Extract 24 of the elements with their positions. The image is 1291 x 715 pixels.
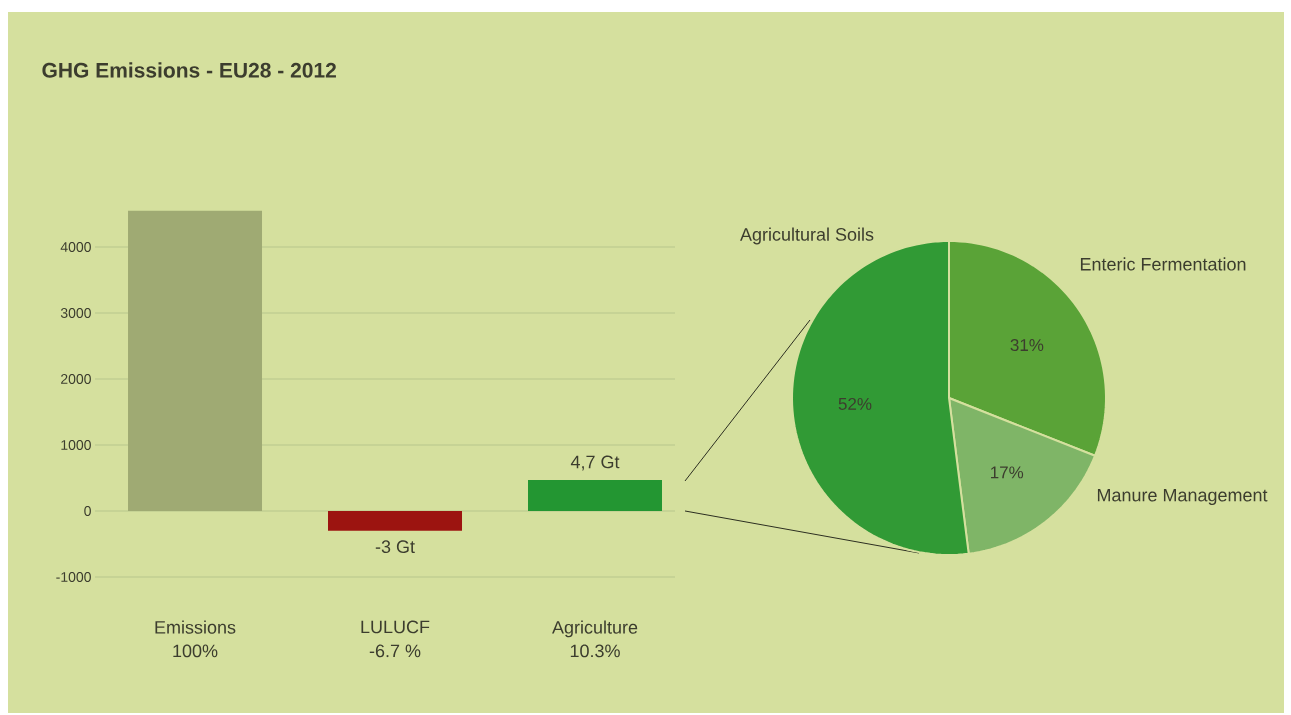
y-tick-label: -1000 (56, 572, 91, 582)
y-tick-label: 1000 (61, 440, 91, 450)
y-tick-label: 3000 (60, 308, 91, 318)
bar (528, 479, 663, 511)
x-tick-label: LULUCF (361, 620, 430, 634)
data-label: 31% (1010, 339, 1044, 352)
chart-title: GHG Emissions - EU28 - 2012 (42, 62, 336, 78)
x-tick-label: Agriculture (552, 620, 638, 638)
bar (128, 210, 263, 511)
slice-label: Enteric Fermentation (1080, 257, 1246, 271)
text: 10.3% (570, 644, 620, 658)
y-tick-label: 2000 (61, 374, 91, 384)
y-tick-label: 0 (84, 506, 91, 516)
slice-label: Agricultural Soils (740, 227, 874, 245)
x-tick-label: Emissions (155, 620, 236, 634)
annotation: -3 Gt (375, 540, 415, 554)
bar (328, 510, 463, 531)
data-label: 17% (991, 466, 1024, 479)
text: 100% (173, 644, 218, 658)
slice-label: Manure Management (1097, 488, 1268, 506)
text: -6.7 % (369, 644, 421, 658)
annotation: 4,7 Gt (570, 455, 620, 471)
y-tick-label: 4000 (60, 242, 91, 252)
data-label: 52% (838, 397, 872, 410)
